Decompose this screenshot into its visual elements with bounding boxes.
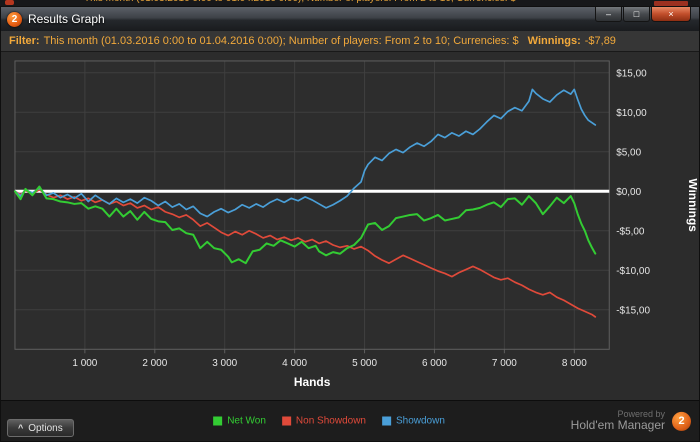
legend-label: Net Won [227, 415, 266, 427]
x-tick-label: 1 000 [72, 358, 97, 369]
collapse-caret-icon: ^ [18, 422, 24, 433]
y-tick-label: $5,00 [616, 147, 641, 158]
y-tick-label: $15,00 [616, 68, 647, 79]
brand-name: Hold'em Manager [570, 418, 665, 433]
y-axis-title: Winnings [686, 178, 697, 232]
hm2-badge-icon: 2 [672, 411, 691, 431]
maximize-button[interactable]: □ [623, 7, 650, 22]
results-line-chart: $15,00 $10,00 $5,00 $0,00 -$5,00 -$10,00 -$15,… [13, 60, 697, 389]
y-tick-label: $10,00 [616, 108, 647, 119]
background-window-edge: This month (01.03.2016 0:00 to 01.04.201… [0, 0, 700, 6]
x-axis-title: Hands [294, 375, 331, 389]
close-icon: × [668, 9, 674, 19]
filter-bar[interactable]: Filter: This month (01.03.2016 0:00 to 0… [1, 31, 699, 52]
minimize-button[interactable]: – [595, 7, 622, 22]
winnings-label: Winnings: [527, 35, 581, 47]
legend-label: Non Showdown [295, 415, 366, 427]
close-button[interactable]: × [651, 7, 691, 22]
powered-by-text: Powered by Hold'em Manager [571, 409, 665, 433]
x-tick-label: 8 000 [562, 358, 587, 369]
x-tick-label: 6 000 [422, 358, 447, 369]
legend-swatch-icon [281, 416, 291, 426]
maximize-icon: □ [633, 9, 640, 19]
series-line-net-won [13, 185, 597, 265]
series-line-showdown [14, 88, 597, 218]
powered-by-label: Powered by [617, 408, 665, 419]
background-window-text: This month (01.03.2016 0:00 to 01.04.201… [84, 0, 516, 4]
hm2-badge-text: 2 [678, 414, 685, 427]
plot-area [14, 60, 610, 350]
legend-label: Showdown [395, 415, 445, 427]
hm2-logo-text: 2 [11, 13, 18, 25]
x-tick-label: 7 000 [492, 358, 517, 369]
y-tick-label: $0,00 [616, 187, 641, 198]
footer-bar: ^ Options Net Won Non Showdown Showdown Po… [1, 400, 699, 441]
plot-border [14, 60, 610, 350]
x-tick-label: 3 000 [212, 358, 237, 369]
titlebar[interactable]: 2 Results Graph – □ × [1, 7, 699, 31]
results-graph-window: 2 Results Graph – □ × Filter: This month… [0, 6, 700, 442]
winnings-value: -$7,89 [584, 35, 616, 47]
legend-item-net-won: Net Won [213, 416, 266, 427]
y-tick-label: -$10,00 [616, 266, 650, 277]
options-label: Options [28, 422, 63, 434]
legend-swatch-icon [381, 416, 391, 426]
chart-region: $15,00 $10,00 $5,00 $0,00 -$5,00 -$10,00 -$15,… [1, 52, 699, 400]
background-close-button [654, 1, 688, 6]
window-title: Results Graph [28, 12, 105, 26]
background-app-icon [5, 0, 14, 5]
x-tick-label: 4 000 [282, 358, 307, 369]
y-tick-label: -$5,00 [616, 226, 645, 237]
x-tick-label: 5 000 [352, 358, 377, 369]
y-tick-label: -$15,00 [616, 305, 650, 316]
x-tick-label: 2 000 [142, 358, 167, 369]
filter-criteria: This month (01.03.2016 0:00 to 01.04.201… [43, 35, 519, 47]
powered-by: Powered by Hold'em Manager 2 [571, 409, 691, 433]
window-controls: – □ × [595, 7, 691, 22]
options-button[interactable]: ^ Options [7, 419, 74, 437]
hm2-logo-icon: 2 [7, 11, 22, 27]
filter-label: Filter: [9, 35, 40, 47]
minimize-icon: – [605, 9, 611, 19]
legend-swatch-icon [213, 416, 223, 426]
legend-item-non-showdown: Non Showdown [281, 415, 366, 427]
chart-legend: Net Won Non Showdown Showdown [213, 416, 445, 427]
legend-item-showdown: Showdown [381, 415, 445, 427]
